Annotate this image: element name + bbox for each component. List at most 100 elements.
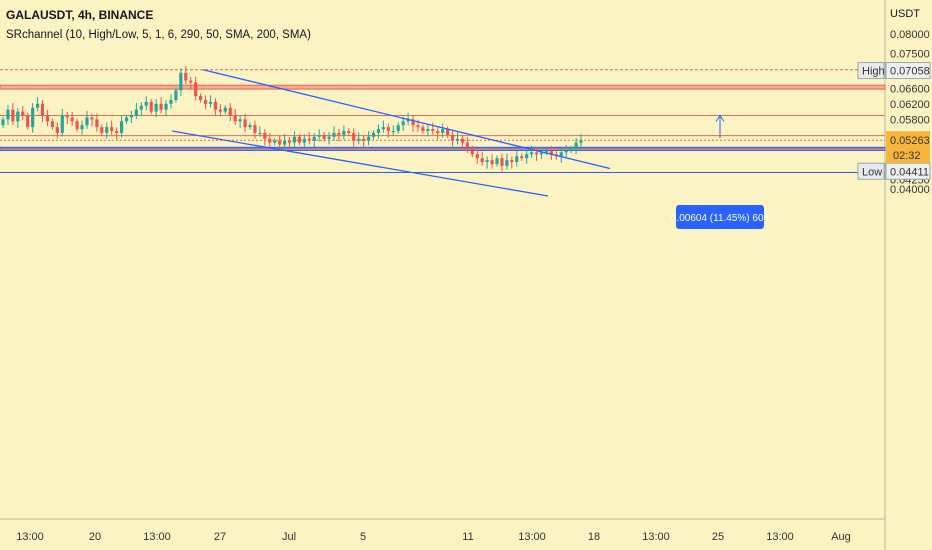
candle-body bbox=[366, 136, 371, 141]
candle bbox=[401, 116, 405, 131]
candle-body bbox=[11, 109, 15, 122]
candle bbox=[347, 128, 351, 136]
candle-body bbox=[312, 136, 316, 141]
indicator-legend[interactable]: SRchannel (10, High/Low, 5, 1, 6, 290, 5… bbox=[6, 29, 311, 41]
candle bbox=[362, 135, 366, 148]
candle-body bbox=[287, 140, 292, 143]
candle-body bbox=[317, 134, 321, 137]
candle bbox=[495, 155, 499, 167]
candle bbox=[327, 132, 331, 145]
candle bbox=[426, 124, 430, 137]
candle bbox=[233, 108, 237, 125]
candle bbox=[273, 137, 277, 146]
candle bbox=[505, 153, 509, 170]
candle-body bbox=[450, 134, 455, 141]
candle-body bbox=[134, 109, 138, 116]
candle bbox=[421, 124, 425, 134]
price-tick-label: 0.07500 bbox=[890, 48, 930, 60]
candle bbox=[90, 113, 94, 126]
candle bbox=[223, 105, 227, 115]
candle-body bbox=[100, 127, 104, 133]
candle-body bbox=[31, 107, 35, 128]
candle-body bbox=[40, 103, 45, 116]
candle-body bbox=[1, 119, 5, 126]
candle-body bbox=[139, 105, 143, 110]
price-tick-label: 0.05800 bbox=[890, 114, 930, 126]
candle-body bbox=[411, 119, 415, 126]
high-badge bbox=[857, 62, 885, 80]
candle-body bbox=[233, 115, 237, 122]
candle-body bbox=[263, 132, 267, 139]
candle-body bbox=[510, 160, 514, 163]
candle-body bbox=[278, 140, 282, 145]
candle bbox=[287, 137, 292, 150]
time-tick-label: 13:00 bbox=[642, 531, 670, 543]
time-tick-label: 5 bbox=[360, 531, 366, 543]
candle-body bbox=[485, 160, 489, 163]
candle-body bbox=[268, 138, 272, 143]
time-tick-label: 13:00 bbox=[766, 531, 794, 543]
candle bbox=[357, 132, 361, 145]
candle-body bbox=[539, 152, 544, 155]
time-tick-label: 18 bbox=[588, 531, 600, 543]
candle bbox=[208, 95, 213, 108]
candle bbox=[569, 145, 573, 154]
candle bbox=[144, 96, 148, 111]
candle-body bbox=[347, 131, 351, 133]
candle bbox=[31, 103, 35, 133]
candle-body bbox=[45, 115, 50, 122]
candle bbox=[174, 87, 178, 103]
candle bbox=[243, 113, 247, 132]
candle-body bbox=[327, 136, 331, 139]
candle bbox=[411, 115, 415, 132]
candle-body bbox=[95, 119, 99, 128]
candle-body bbox=[159, 103, 163, 110]
high-value-label: 0.07058 bbox=[890, 66, 930, 78]
candle-body bbox=[282, 140, 287, 145]
candle-body bbox=[574, 142, 578, 149]
candle-body bbox=[208, 101, 213, 104]
candle bbox=[282, 134, 287, 149]
candle bbox=[11, 103, 15, 125]
candle bbox=[381, 120, 385, 133]
candle bbox=[525, 149, 529, 164]
time-tick-label: 20 bbox=[89, 531, 101, 543]
candle bbox=[539, 146, 544, 159]
candle bbox=[213, 98, 218, 117]
candle-body bbox=[184, 72, 188, 81]
candle bbox=[337, 129, 341, 142]
candle bbox=[139, 102, 143, 117]
candle-body bbox=[505, 160, 509, 166]
candle-body bbox=[70, 117, 74, 122]
candle-body bbox=[85, 117, 89, 126]
candle bbox=[455, 132, 460, 145]
price-tick-label: 0.06600 bbox=[890, 83, 930, 95]
candle-body bbox=[406, 119, 410, 122]
candle-body bbox=[322, 134, 326, 139]
candle-body bbox=[332, 132, 336, 137]
candle bbox=[179, 68, 183, 96]
candle-body bbox=[35, 103, 40, 108]
candle bbox=[515, 150, 519, 167]
candle bbox=[332, 126, 336, 141]
candle-body bbox=[426, 129, 430, 131]
time-tick-label: 13:00 bbox=[143, 531, 171, 543]
candle-body bbox=[223, 107, 227, 112]
candle bbox=[16, 107, 20, 128]
candle bbox=[446, 126, 450, 138]
candle-body bbox=[144, 101, 148, 106]
candle bbox=[317, 129, 321, 142]
candle bbox=[154, 99, 158, 118]
candle bbox=[302, 134, 306, 149]
candle-body bbox=[569, 148, 573, 151]
candle-body bbox=[376, 129, 381, 133]
price-tick-label: 0.04000 bbox=[890, 184, 930, 196]
candle-body bbox=[258, 132, 262, 134]
candle-body bbox=[579, 140, 583, 143]
candle bbox=[203, 95, 208, 110]
high-value-badge bbox=[885, 62, 931, 80]
candle-body bbox=[6, 109, 10, 120]
candle-body bbox=[302, 138, 306, 143]
candle bbox=[450, 130, 455, 147]
